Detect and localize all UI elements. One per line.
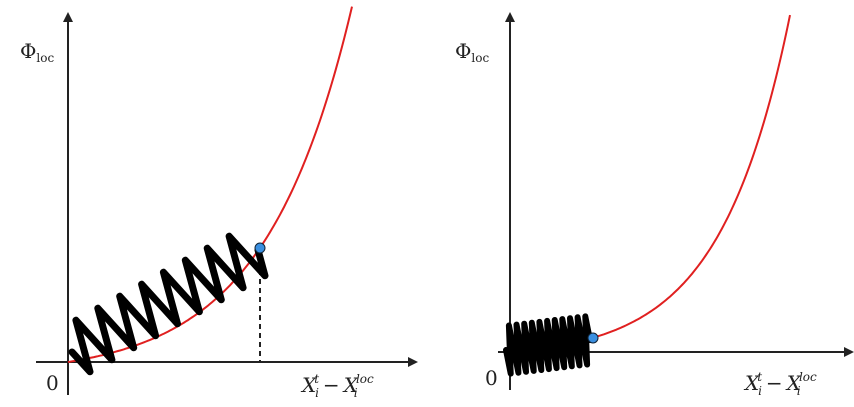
x-var2: X bbox=[785, 371, 802, 395]
y-label: Φloc bbox=[455, 39, 489, 65]
x-sup2: loc bbox=[799, 370, 817, 384]
y-label-sub: loc bbox=[471, 51, 489, 65]
x-label: Xt i − Xloc i bbox=[300, 372, 374, 400]
y-label-sub: loc bbox=[36, 51, 54, 65]
origin-label: 0 bbox=[46, 371, 59, 395]
origin-label: 0 bbox=[485, 366, 498, 390]
y-label-main: Φ bbox=[455, 39, 471, 63]
potential-curve bbox=[67, 6, 353, 363]
contact-point bbox=[587, 332, 599, 344]
x-sup: t bbox=[314, 372, 319, 386]
x-sup: t bbox=[757, 370, 762, 384]
contact-point bbox=[254, 242, 266, 254]
x-label: Xt i − Xloc i bbox=[743, 370, 817, 398]
x-sub2: i bbox=[354, 386, 358, 400]
spring bbox=[68, 232, 269, 376]
x-sub: i bbox=[315, 386, 319, 400]
x-var: X bbox=[743, 371, 760, 395]
panel-left: Φloc 0 Xt i − Xloc i bbox=[20, 6, 418, 400]
x-var: X bbox=[300, 373, 317, 397]
x-sub2: i bbox=[797, 384, 801, 398]
minus: − bbox=[323, 373, 340, 397]
panel-right: Φloc 0 Xt i − Xloc i bbox=[455, 12, 854, 398]
x-var2: X bbox=[342, 373, 359, 397]
spring bbox=[503, 313, 593, 377]
y-label-main: Φ bbox=[20, 39, 36, 63]
x-sub: i bbox=[758, 384, 762, 398]
minus: − bbox=[766, 371, 783, 395]
x-sup2: loc bbox=[356, 372, 374, 386]
potential-curve bbox=[509, 14, 791, 353]
y-label: Φloc bbox=[20, 39, 54, 65]
